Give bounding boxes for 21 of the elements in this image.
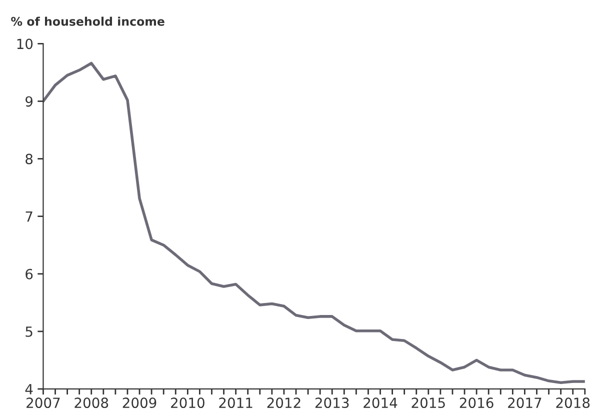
x-tick-label: 2018 xyxy=(556,398,590,408)
line-series xyxy=(43,62,585,384)
x-tick-label: 2007 xyxy=(26,398,60,408)
x-tick-label: 2008 xyxy=(74,398,108,408)
y-tick-label: 4 xyxy=(25,384,33,394)
y-tick-label: 10 xyxy=(17,38,33,50)
y-tick-label: 8 xyxy=(26,154,33,164)
x-tick-label: 2011 xyxy=(219,398,252,408)
x-tick-label: 2010 xyxy=(171,398,204,408)
x-tick-label: 2016 xyxy=(460,398,494,408)
y-tick-label: 9 xyxy=(26,96,33,107)
x-tick-label: 2017 xyxy=(508,398,542,408)
y-axis-title: % of household income xyxy=(11,16,164,26)
x-tick-label: 2013 xyxy=(315,398,349,408)
x-tick-label: 2014 xyxy=(364,398,398,408)
x-tick-label: 2009 xyxy=(122,398,156,408)
y-tick-label: 5 xyxy=(26,326,32,337)
x-tick-label: 2015 xyxy=(412,398,445,408)
x-tick-label: 2012 xyxy=(267,398,300,408)
y-tick-label: 7 xyxy=(26,211,32,222)
y-tick-label: 6 xyxy=(26,268,33,280)
